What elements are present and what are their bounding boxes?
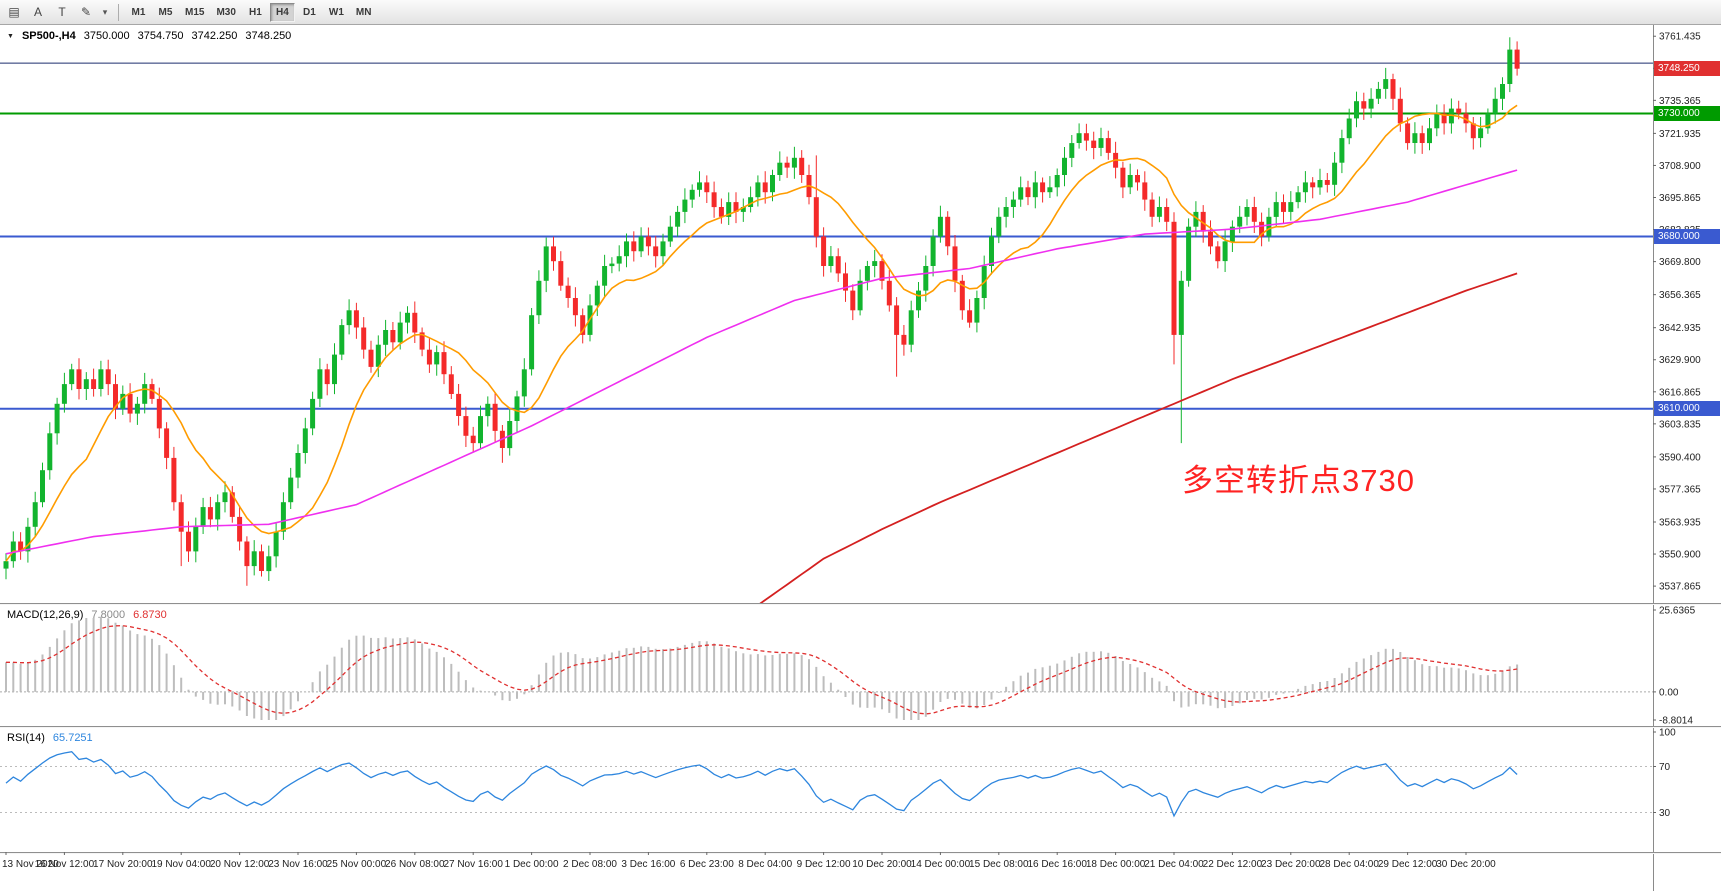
price-axis-label: 3721.935 bbox=[1659, 129, 1701, 140]
hline-price-badge: 3610.000 bbox=[1654, 401, 1720, 416]
time-axis-label: 25 Nov 00:00 bbox=[327, 859, 387, 870]
time-axis-label: 16 Nov 12:00 bbox=[35, 859, 95, 870]
time-axis-label: 30 Dec 20:00 bbox=[1436, 859, 1496, 870]
timeframe-d1-button[interactable]: D1 bbox=[303, 6, 316, 18]
price-axis-label: 3577.365 bbox=[1659, 484, 1701, 495]
time-axis-label: 20 Nov 12:00 bbox=[210, 859, 270, 870]
time-axis-label: 9 Dec 12:00 bbox=[797, 859, 851, 870]
time-axis-label: 15 Dec 08:00 bbox=[969, 859, 1029, 870]
ohlc-open: 3750.000 bbox=[83, 30, 130, 42]
current-price-badge: 3748.250 bbox=[1654, 61, 1720, 76]
main-toolbar: ▤ A T ✎ ▾ M1 M5 M15 M30 H1 H4 D1 W1 MN bbox=[0, 0, 1721, 25]
price-axis-label: 3695.865 bbox=[1659, 193, 1701, 204]
chart-window-icon[interactable]: ▤ bbox=[8, 5, 20, 19]
rsi-axis-label: 70 bbox=[1659, 762, 1671, 773]
time-axis-label: 29 Dec 12:00 bbox=[1378, 859, 1438, 870]
time-axis-label: 8 Dec 04:00 bbox=[738, 859, 792, 870]
tool-buttons-group: ▤ A T ✎ ▾ bbox=[3, 2, 111, 22]
price-axis-label: 3550.900 bbox=[1659, 550, 1701, 561]
price-axis-label: 3761.435 bbox=[1659, 32, 1701, 43]
macd-name: MACD(12,26,9) bbox=[7, 609, 84, 621]
timeframe-m5-button[interactable]: M5 bbox=[158, 6, 173, 18]
macd-axis-label: -8.8014 bbox=[1659, 716, 1693, 727]
arrow-tool[interactable]: A bbox=[33, 5, 42, 19]
price-axis-label: 3642.935 bbox=[1659, 323, 1701, 334]
ohlc-low: 3742.250 bbox=[191, 30, 238, 42]
rsi-axis-label: 100 bbox=[1659, 728, 1676, 739]
ma-mid-line bbox=[5, 169, 1518, 555]
time-axis-label: 17 Nov 20:00 bbox=[93, 859, 153, 870]
chart-info-line: ▼ SP500-,H4 3750.000 3754.750 3742.250 3… bbox=[7, 30, 291, 42]
price-axis-label: 3563.935 bbox=[1659, 517, 1701, 528]
ma-slow-line bbox=[759, 272, 1518, 603]
time-axis-label: 6 Dec 23:00 bbox=[680, 859, 734, 870]
timeframe-m1-button[interactable]: M1 bbox=[131, 6, 146, 18]
price-axis-label: 3669.800 bbox=[1659, 257, 1701, 268]
timeframe-m30-button[interactable]: M30 bbox=[216, 6, 236, 18]
time-axis-label: 18 Dec 00:00 bbox=[1086, 859, 1146, 870]
main-chart-plot[interactable] bbox=[0, 37, 1653, 610]
timeframe-h4-button[interactable]: H4 bbox=[269, 2, 295, 22]
chart-menu-arrow-icon[interactable]: ▼ bbox=[7, 32, 14, 40]
price-axis-label: 3537.865 bbox=[1659, 582, 1701, 593]
rsi-line bbox=[5, 750, 1518, 818]
chart-annotation-text: 多空转折点3730 bbox=[1182, 463, 1415, 498]
price-axis-label: 3735.365 bbox=[1659, 96, 1701, 107]
time-axis-label: 26 Nov 08:00 bbox=[385, 859, 445, 870]
ohlc-high: 3754.750 bbox=[137, 30, 184, 42]
price-axis-label: 3616.865 bbox=[1659, 387, 1701, 398]
timeframe-m15-button[interactable]: M15 bbox=[185, 6, 205, 18]
time-axis-label: 27 Nov 16:00 bbox=[443, 859, 503, 870]
timeframe-mn-button[interactable]: MN bbox=[355, 6, 372, 18]
time-axis-label: 2 Dec 08:00 bbox=[563, 859, 617, 870]
price-axis-label: 3603.835 bbox=[1659, 419, 1701, 430]
time-axis-label: 23 Nov 16:00 bbox=[268, 859, 328, 870]
macd-signal-line bbox=[6, 625, 1518, 715]
rsi-axis-label: 30 bbox=[1659, 808, 1671, 819]
hline-price-badge: 3730.000 bbox=[1654, 106, 1720, 121]
toolbar-separator bbox=[118, 3, 119, 21]
price-axis-label: 3656.365 bbox=[1659, 290, 1701, 301]
rsi-indicator-label: RSI(14) 65.7251 bbox=[7, 732, 93, 744]
time-axis-label: 21 Dec 04:00 bbox=[1144, 859, 1204, 870]
price-axis-label: 3708.900 bbox=[1659, 161, 1701, 172]
time-axis-label: 14 Dec 00:00 bbox=[911, 859, 971, 870]
text-tool[interactable]: T bbox=[58, 5, 66, 19]
rsi-name: RSI(14) bbox=[7, 732, 45, 744]
tools-dropdown-icon[interactable]: ▾ bbox=[102, 6, 108, 17]
price-axis[interactable] bbox=[1653, 25, 1721, 891]
price-axis-label: 3629.900 bbox=[1659, 355, 1701, 366]
draw-tool[interactable]: ✎ bbox=[80, 5, 92, 19]
macd-axis-label: 25.6365 bbox=[1659, 606, 1696, 617]
time-axis-label: 19 Nov 04:00 bbox=[151, 859, 211, 870]
time-axis[interactable] bbox=[0, 852, 1653, 891]
ohlc-close: 3748.250 bbox=[245, 30, 292, 42]
timeframe-buttons-group: M1 M5 M15 M30 H1 H4 D1 W1 MN bbox=[126, 2, 376, 22]
price-axis-label: 3590.400 bbox=[1659, 452, 1701, 463]
time-axis-label: 22 Dec 12:00 bbox=[1203, 859, 1263, 870]
hline-price-badge: 3680.000 bbox=[1654, 229, 1720, 244]
rsi-value: 65.7251 bbox=[52, 732, 93, 744]
time-axis-label: 28 Dec 04:00 bbox=[1319, 859, 1379, 870]
macd-value-main: 7.8000 bbox=[91, 609, 126, 621]
macd-indicator-label: MACD(12,26,9) 7.8000 6.8730 bbox=[7, 609, 167, 621]
time-axis-label: 1 Dec 00:00 bbox=[505, 859, 559, 870]
time-axis-label: 13 Nov 2020 bbox=[2, 859, 59, 870]
time-axis-label: 23 Dec 20:00 bbox=[1261, 859, 1321, 870]
ma-fast-line bbox=[5, 104, 1518, 562]
timeframe-h1-button[interactable]: H1 bbox=[249, 6, 262, 18]
symbol-timeframe: SP500-,H4 bbox=[21, 30, 76, 42]
time-axis-label: 3 Dec 16:00 bbox=[621, 859, 675, 870]
time-axis-label: 16 Dec 16:00 bbox=[1027, 859, 1087, 870]
macd-value-signal: 6.8730 bbox=[133, 609, 167, 621]
timeframe-w1-button[interactable]: W1 bbox=[328, 6, 344, 18]
macd-axis-label: 0.00 bbox=[1659, 687, 1679, 698]
time-axis-label: 10 Dec 20:00 bbox=[852, 859, 912, 870]
